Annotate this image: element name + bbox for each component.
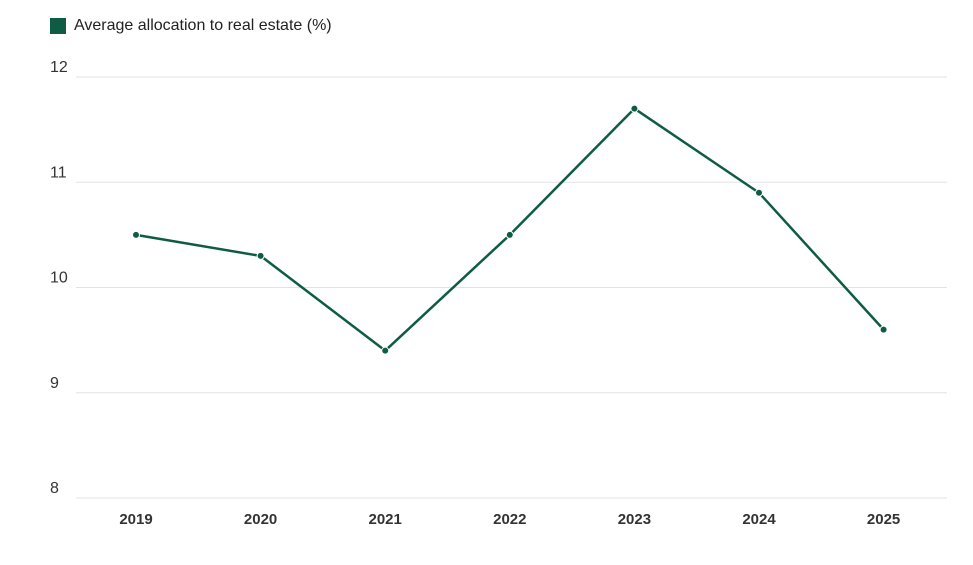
series-layer bbox=[132, 104, 888, 355]
x-tick-label-2020: 2020 bbox=[244, 511, 277, 528]
x-tick-label-2022: 2022 bbox=[493, 511, 526, 528]
gridlines bbox=[76, 76, 947, 499]
y-tick-label-10: 10 bbox=[50, 270, 68, 287]
x-tick-label-2025: 2025 bbox=[867, 511, 900, 528]
y-axis: 8 9 10 11 12 bbox=[50, 59, 68, 497]
x-tick-label-2019: 2019 bbox=[119, 511, 152, 528]
legend-swatch bbox=[50, 18, 66, 34]
data-point-2021 bbox=[381, 346, 390, 355]
data-point-2023 bbox=[630, 104, 639, 113]
x-tick-label-2023: 2023 bbox=[618, 511, 651, 528]
data-point-2020 bbox=[256, 251, 265, 260]
y-tick-label-8: 8 bbox=[50, 480, 59, 497]
x-axis: 2019 2020 2021 2022 2023 2024 2025 bbox=[119, 511, 900, 528]
x-tick-label-2021: 2021 bbox=[369, 511, 402, 528]
y-tick-label-9: 9 bbox=[50, 375, 59, 392]
data-point-2024 bbox=[755, 188, 763, 197]
data-point-2022 bbox=[505, 230, 514, 239]
data-point-2025 bbox=[879, 325, 888, 334]
y-tick-label-12: 12 bbox=[50, 59, 68, 76]
series-line-0 bbox=[135, 107, 885, 352]
data-point-2019 bbox=[132, 230, 140, 239]
y-tick-label-11: 11 bbox=[50, 164, 67, 181]
legend-label: Average allocation to real estate (%) bbox=[74, 17, 332, 34]
x-tick-label-2024: 2024 bbox=[742, 511, 776, 528]
legend: Average allocation to real estate (%) bbox=[50, 17, 332, 35]
